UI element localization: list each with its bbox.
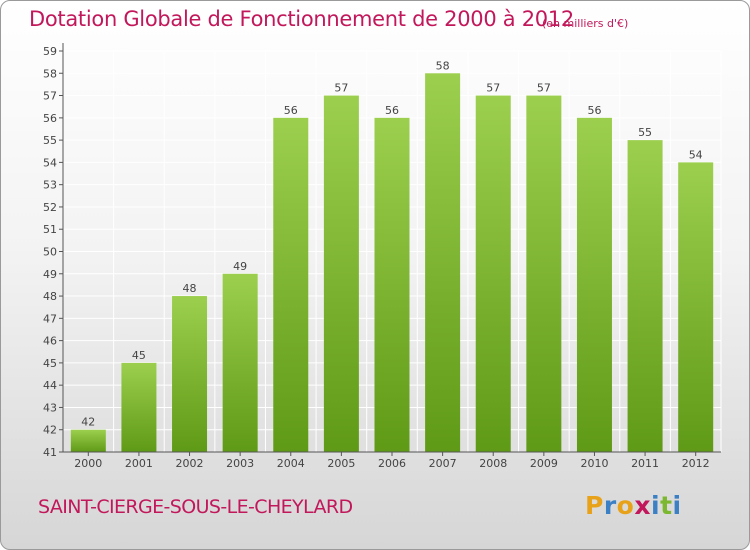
bars [70,73,714,453]
bar [222,273,258,452]
x-tick-label: 2008 [479,457,507,470]
y-tick-label: 46 [43,335,57,348]
bar [425,73,461,453]
brand-letter: i [651,491,661,520]
x-tick-label: 2011 [631,457,659,470]
x-tick-label: 2009 [530,457,558,470]
bar-value-label: 57 [537,82,551,95]
commune-name: SAINT-CIERGE-SOUS-LE-CHEYLARD [38,496,353,518]
bar-value-label: 45 [132,349,146,362]
y-tick-label: 53 [43,179,57,192]
x-tick-label: 2001 [125,457,153,470]
bar-value-label: 49 [233,260,247,273]
y-tick-label: 42 [43,424,57,437]
brand-letter: t [660,491,673,520]
bar-value-label: 56 [587,104,601,117]
bar [172,296,208,452]
bar-value-label: 58 [436,59,450,72]
bar [475,95,511,453]
bar-value-label: 57 [334,82,348,95]
y-tick-label: 49 [43,268,57,281]
bar [323,95,359,453]
y-tick-label: 48 [43,290,57,303]
y-tick-label: 41 [43,446,57,459]
x-tick-label: 2012 [682,457,710,470]
y-tick-label: 44 [43,379,57,392]
y-tick-label: 52 [43,201,57,214]
x-tick-label: 2010 [580,457,608,470]
bar [273,117,309,452]
y-tick-label: 50 [43,246,57,259]
bar [526,95,562,453]
bar-value-label: 48 [183,282,197,295]
bar-value-label: 42 [81,416,95,429]
brand-letter: P [585,491,604,520]
x-tick-label: 2006 [378,457,406,470]
x-tick-label: 2005 [327,457,355,470]
bar-value-label: 56 [385,104,399,117]
x-tick-label: 2000 [74,457,102,470]
y-tick-label: 43 [43,401,57,414]
bar-value-label: 57 [486,82,500,95]
y-tick-label: 55 [43,134,57,147]
bar [627,140,663,452]
y-tick-label: 51 [43,223,57,236]
value-labels: 42 45 48 49 56 57 56 58 57 57 56 55 54 [81,59,702,428]
brand-letter: o [616,491,635,520]
y-tick-label: 54 [43,156,57,169]
y-tick-label: 59 [43,45,57,58]
y-tick-label: 57 [43,90,57,103]
bar-value-label: 54 [689,148,703,161]
y-tick-label: 56 [43,112,57,125]
axes: 41 42 43 44 45 46 47 48 49 50 51 52 53 54 55 56 57 58 59 20… [43,43,721,470]
bar-value-label: 55 [638,126,652,139]
bar [121,362,157,452]
brand-letter: r [603,491,617,520]
bar [374,117,410,452]
bar [576,117,612,452]
y-tick-label: 58 [43,67,57,80]
x-tick-label: 2002 [176,457,204,470]
bar [678,162,714,452]
brand-letter: x [634,491,651,520]
chart-title: Dotation Globale de Fonctionnement de 20… [29,7,574,31]
proxiti-logo[interactable]: Proxiti [585,491,682,520]
y-tick-label: 45 [43,357,57,370]
y-tick-label: 47 [43,312,57,325]
x-tick-label: 2007 [429,457,457,470]
chart-subtitle: (en milliers d'€) [542,17,629,30]
brand-letter: i [672,491,682,520]
bar-value-label: 56 [284,104,298,117]
bar [70,429,106,452]
x-tick-label: 2003 [226,457,254,470]
x-tick-label: 2004 [277,457,305,470]
